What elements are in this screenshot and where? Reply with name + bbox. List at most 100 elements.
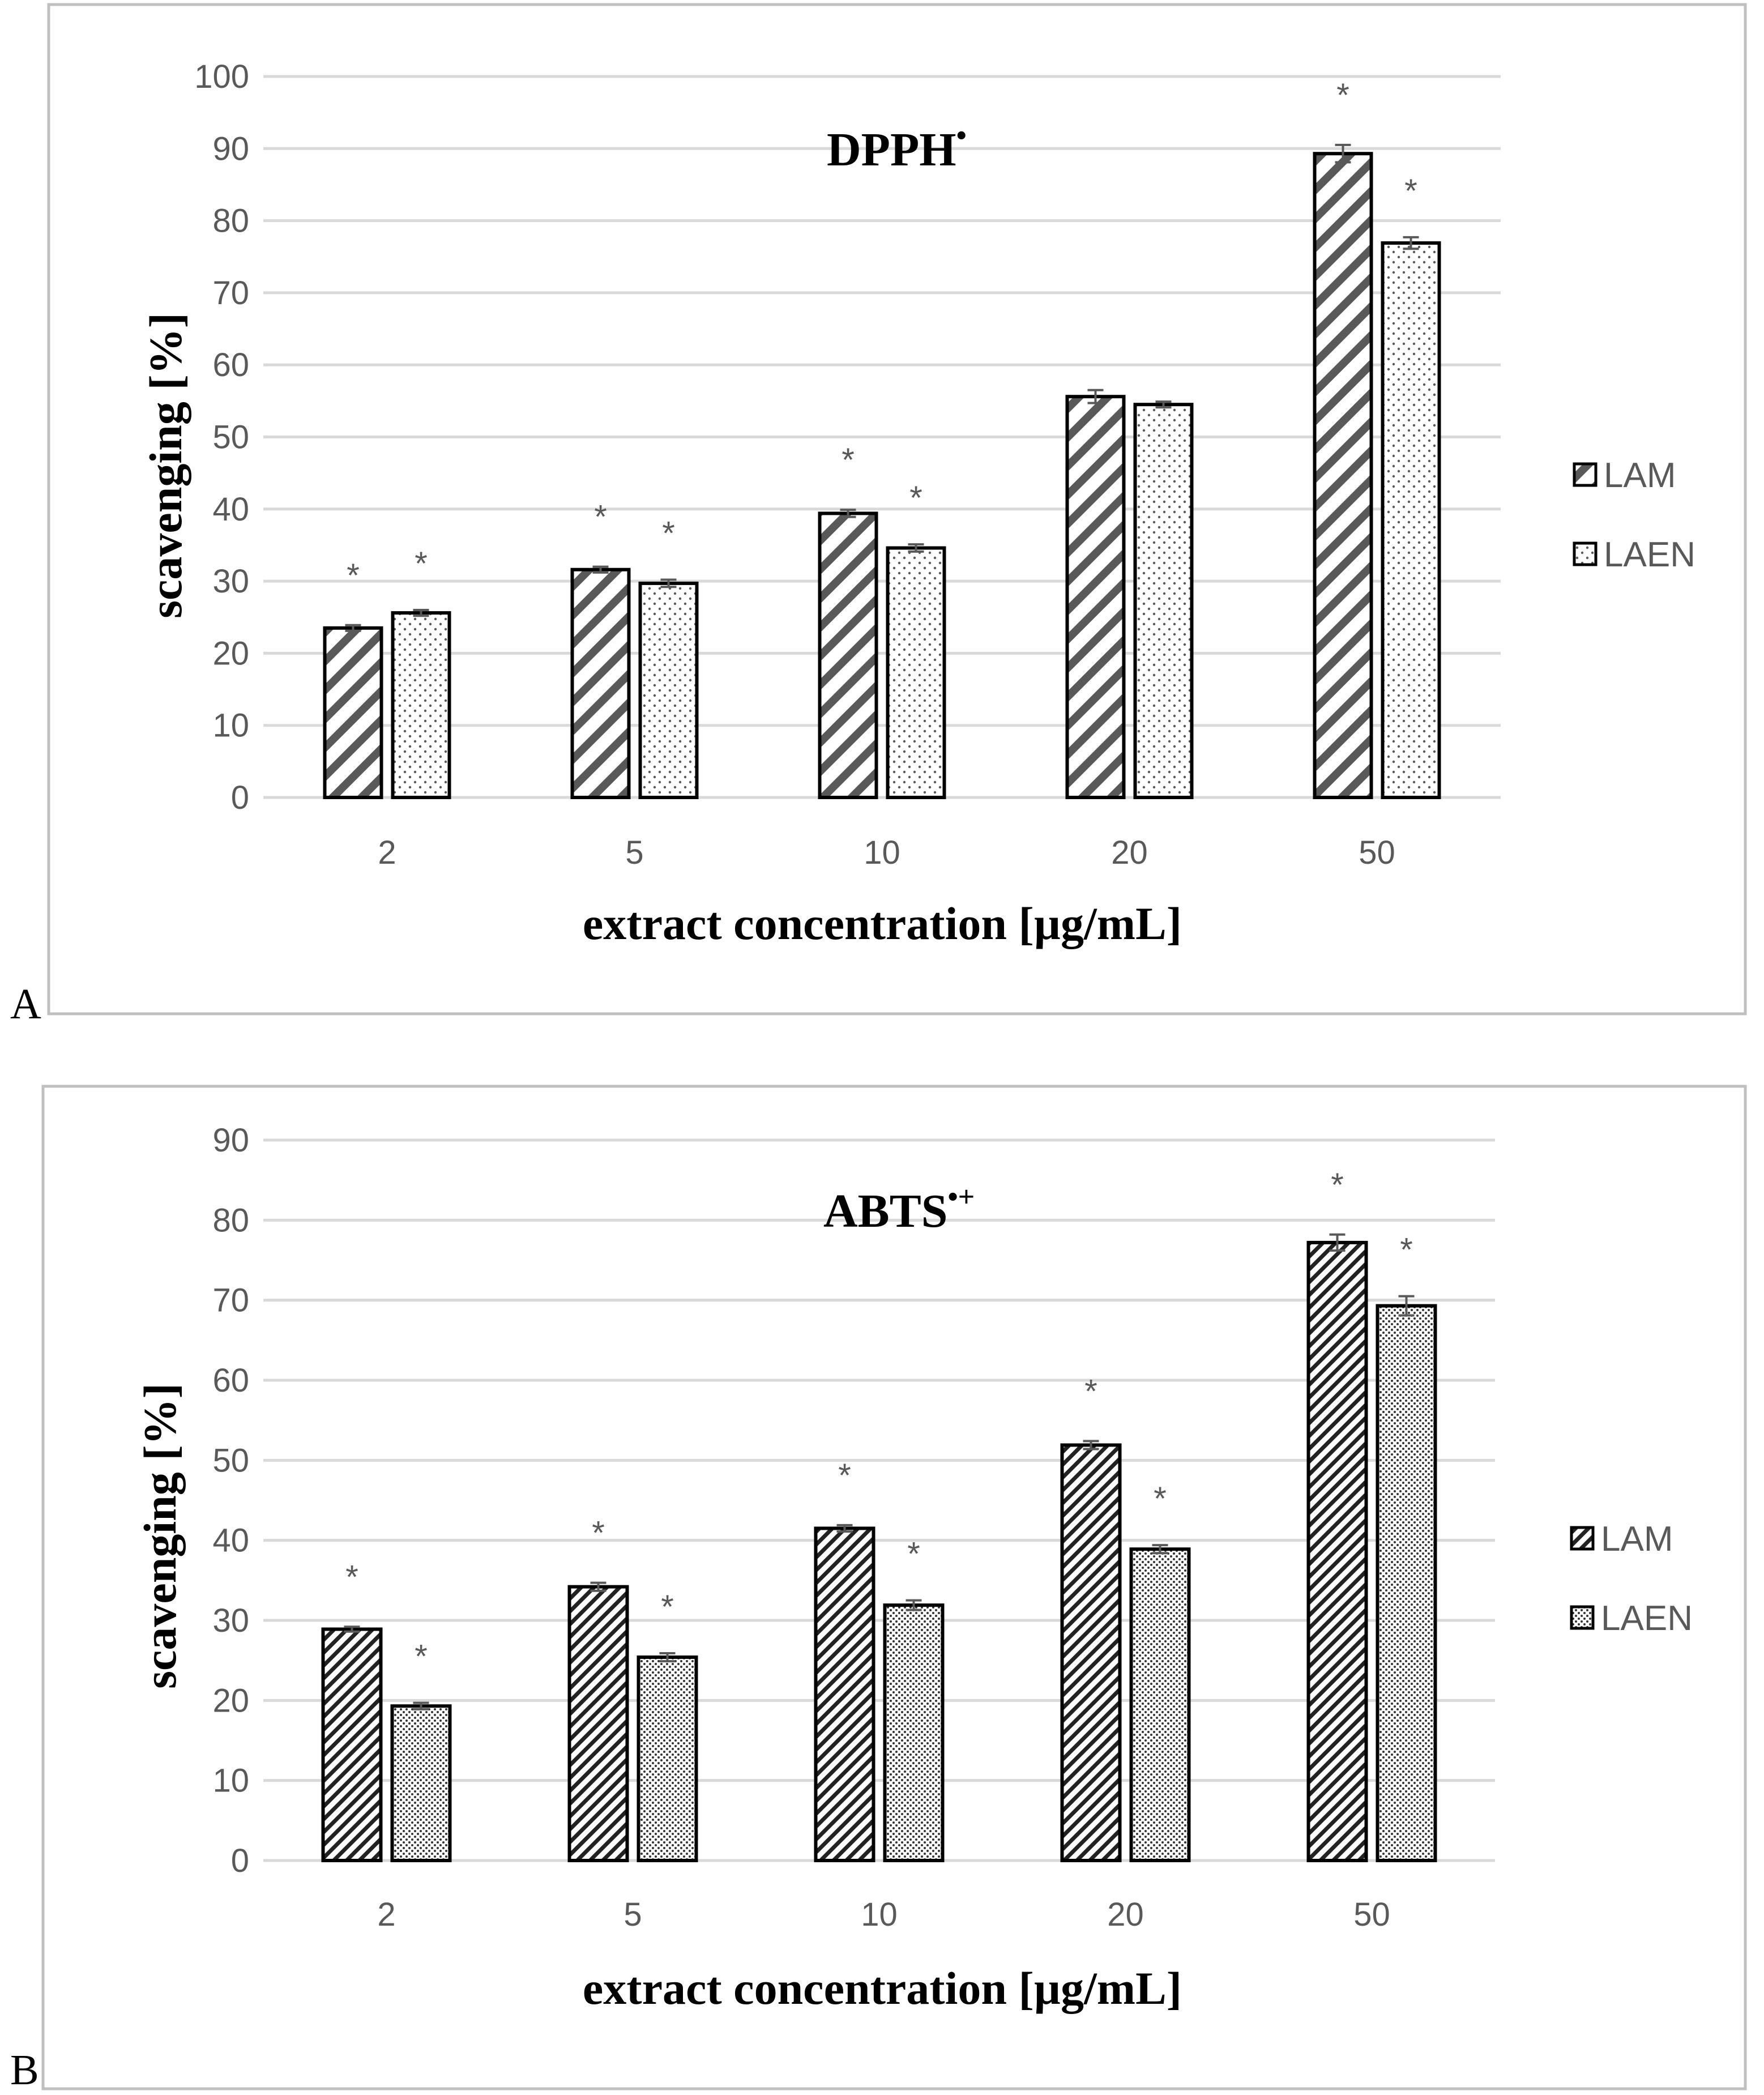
panel-b-bars: * * * * * * * * * * xyxy=(321,1167,1437,1863)
panel-b-legend-swatch-lam xyxy=(1570,1526,1595,1551)
panel-a-significance-star: * xyxy=(842,442,855,479)
panel-a-error-bar-lam-20 xyxy=(1087,389,1104,404)
panel-b-significance-star: * xyxy=(592,1515,605,1552)
panel-b-error-bar-lam-10 xyxy=(836,1524,853,1533)
panel-b-y-axis-title: scavenging [%] xyxy=(134,1383,186,1689)
panel-a-y-axis-title: scavenging [%] xyxy=(140,313,191,618)
panel-b-bar-lam-10 xyxy=(814,1526,875,1862)
panel-a-bar-laen-20 xyxy=(1133,403,1194,799)
panel-a-bar-laen-2 xyxy=(391,611,451,800)
panel-b-x-ticks: 2 5 10 20 50 xyxy=(377,1896,1390,1933)
panel-a-y-tick-label: 30 xyxy=(212,563,249,600)
panel-b-error-bar-laen-5 xyxy=(659,1652,676,1663)
panel-b-y-tick-label: 80 xyxy=(212,1202,249,1239)
panel-b-significance-star: * xyxy=(838,1457,851,1494)
panel-a-x-tick-label: 50 xyxy=(1359,834,1395,871)
panel-b-x-tick-label: 5 xyxy=(623,1896,642,1933)
panel-a-y-tick-label: 20 xyxy=(212,635,249,672)
panel-b-significance-star: * xyxy=(1331,1167,1344,1204)
panel-a-significance-star: * xyxy=(909,480,922,517)
panel-b-bar-lam-2 xyxy=(321,1627,383,1862)
panel-a-title: DPPH• xyxy=(827,120,967,176)
panel-a-y-tick-label: 60 xyxy=(212,347,249,383)
panel-b-label: B xyxy=(10,2046,39,2094)
panel-a-significance-star: * xyxy=(1336,77,1349,114)
panel-a-x-tick-label: 10 xyxy=(864,834,900,871)
panel-a-legend-swatch-lam xyxy=(1573,462,1598,487)
panel-a-y-ticks: 0 10 20 30 40 50 60 70 80 90 100 xyxy=(194,58,249,816)
panel-a-y-tick-label: 90 xyxy=(212,130,249,167)
panel-b-y-tick-label: 50 xyxy=(212,1442,249,1479)
panel-a-x-axis-title: extract concentration [µg/mL] xyxy=(583,898,1182,949)
panel-b-error-bar-laen-20 xyxy=(1152,1544,1168,1555)
panel-a-bar-lam-2 xyxy=(323,626,383,799)
panel-a-y-tick-label: 10 xyxy=(212,707,249,744)
panel-b-x-tick-label: 50 xyxy=(1353,1896,1390,1933)
panel-a-bar-lam-5 xyxy=(570,568,631,799)
panel-b-y-tick-label: 30 xyxy=(212,1602,249,1639)
panel-b-title-superscript: •+ xyxy=(947,1181,975,1213)
panel-b-error-bar-laen-2 xyxy=(413,1701,429,1710)
panel-b-y-tick-label: 0 xyxy=(231,1842,249,1879)
panel-a-error-bar-lam-10 xyxy=(840,509,856,518)
panel-b-bar-laen-10 xyxy=(883,1603,945,1863)
panel-a-error-bar-laen-5 xyxy=(660,578,677,588)
panel-b-x-axis-title: extract concentration [µg/mL] xyxy=(583,1962,1182,2014)
panel-a-x-tick-label: 2 xyxy=(378,834,396,871)
panel-a-error-bar-lam-5 xyxy=(592,565,609,574)
panel-a-label: A xyxy=(10,980,41,1028)
panel-a-significance-star: * xyxy=(415,545,428,582)
panel-a-significance-star: * xyxy=(594,499,607,536)
panel-b-y-tick-label: 20 xyxy=(212,1682,249,1719)
panel-b-frame xyxy=(41,1085,1747,2090)
panel-b-x-tick-label: 10 xyxy=(861,1896,898,1933)
panel-a-significance-star: * xyxy=(347,557,360,594)
panel-a-x-tick-label: 20 xyxy=(1111,834,1148,871)
panel-b-legend: LAM LAEN xyxy=(1570,1520,1693,1638)
panel-b-y-tick-label: 70 xyxy=(212,1282,249,1319)
panel-a-error-bar-laen-2 xyxy=(413,609,429,617)
panel-a-legend-label-lam: LAM xyxy=(1604,456,1676,495)
panel-a-title-superscript: • xyxy=(956,120,967,152)
panel-b-bar-laen-20 xyxy=(1129,1547,1191,1863)
panel-b-y-tick-label: 90 xyxy=(212,1122,249,1159)
panel-a-error-bar-lam-2 xyxy=(345,624,361,632)
panel-b-error-bar-laen-50 xyxy=(1398,1295,1415,1317)
panel-a-significance-star: * xyxy=(1404,173,1417,210)
panel-a-significance-star: * xyxy=(662,515,675,552)
panel-b-error-bar-lam-20 xyxy=(1083,1440,1099,1450)
panel-b-y-ticks: 0 10 20 30 40 50 60 70 80 90 xyxy=(212,1122,249,1879)
panel-b-y-tick-label: 10 xyxy=(212,1763,249,1799)
panel-b-y-tick-label: 60 xyxy=(212,1362,249,1399)
panel-b-error-bar-laen-10 xyxy=(906,1599,922,1611)
panel-b-bar-lam-5 xyxy=(567,1585,629,1862)
panel-b-bar-lam-50 xyxy=(1306,1240,1368,1863)
panel-b-legend-label-laen: LAEN xyxy=(1601,1599,1693,1638)
panel-b-legend-swatch-laen xyxy=(1570,1605,1595,1630)
panel-a-bar-laen-10 xyxy=(886,546,946,799)
panel-b-bar-laen-2 xyxy=(390,1704,452,1862)
panel-a-error-bar-laen-20 xyxy=(1155,400,1172,409)
panel-b-y-tick-label: 40 xyxy=(212,1522,249,1559)
panel-b-gridlines xyxy=(263,1138,1495,1862)
panel-a-legend-label-laen: LAEN xyxy=(1604,535,1695,574)
panel-b-significance-star: * xyxy=(907,1536,920,1573)
panel-a-x-ticks: 2 5 10 20 50 xyxy=(378,834,1395,871)
panel-b-bar-lam-20 xyxy=(1060,1443,1122,1862)
panel-a-y-tick-label: 50 xyxy=(212,419,249,456)
panel-a: 0 10 20 30 40 50 60 70 80 90 100 * * * * * * * * 2 5 10 20 50… xyxy=(10,3,1747,1028)
panel-a-gridlines xyxy=(263,75,1501,799)
panel-a-x-tick-label: 5 xyxy=(625,834,643,871)
panel-b-error-bar-lam-5 xyxy=(590,1581,606,1592)
panel-a-bar-lam-10 xyxy=(818,511,878,799)
panel-b-x-tick-label: 2 xyxy=(377,1896,395,1933)
panel-b-error-bar-lam-50 xyxy=(1329,1233,1346,1252)
panel-b-title: ABTS•+ xyxy=(823,1181,975,1238)
panel-b-significance-star: * xyxy=(345,1559,358,1595)
panel-b-significance-star: * xyxy=(1154,1480,1167,1517)
panel-a-y-tick-label: 40 xyxy=(212,491,249,528)
panel-b-legend-label-lam: LAM xyxy=(1601,1520,1673,1559)
panel-a-error-bar-laen-50 xyxy=(1403,236,1419,250)
